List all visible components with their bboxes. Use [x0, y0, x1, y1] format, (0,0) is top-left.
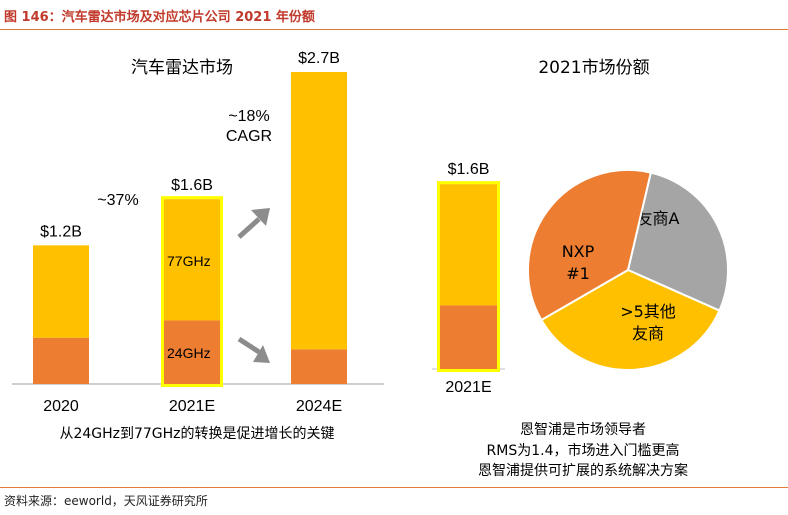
right-total-label: $1.6B [448, 161, 490, 178]
bar-77ghz-2021E [164, 199, 220, 321]
highlight-box-right-2021E [437, 181, 500, 372]
pie-label-2-0: >5其他 [620, 302, 676, 321]
figure-title: 图 146：汽车雷达市场及对应芯片公司 2021 年份额 [4, 10, 315, 25]
pie-label-0-1: #1 [566, 264, 590, 283]
bar-77ghz-2024E [291, 72, 347, 350]
pie-slice-0 [527, 168, 653, 322]
bottom-rule [0, 487, 788, 488]
right-chart-title: 2021市场份额 [538, 58, 649, 78]
x-tick-2021E: 2021E [169, 398, 215, 415]
x-tick-2020: 2020 [43, 398, 79, 415]
note-line-2: RMS为1.4，市场进入门槛更高 [487, 442, 680, 459]
left-chart-title: 汽车雷达市场 [131, 58, 233, 78]
total-label-2021E: $1.6B [171, 177, 213, 194]
note-line-3: 恩智浦提供可扩展的系统解决方案 [478, 462, 688, 479]
bar-24ghz-2021E [164, 320, 220, 384]
bar-right-24ghz-2021E [440, 305, 497, 369]
bar-77ghz-2020 [33, 245, 89, 338]
growth-annotation-18: ~18% [228, 108, 269, 125]
bar-right-77ghz-2021E [440, 184, 497, 306]
growth-annotation-37: ~37% [97, 192, 138, 209]
pie-slice-1 [626, 171, 730, 312]
pie-label-2-1: 友商 [632, 324, 664, 343]
pie-label-0-0: NXP [562, 242, 595, 261]
right-x-tick-2021E: 2021E [445, 379, 491, 396]
total-label-2020: $1.2B [40, 223, 82, 240]
top-rule [0, 29, 788, 30]
segment-label-77ghz: 77GHz [167, 253, 211, 269]
left-chart-caption: 从24GHz到77GHz的转换是促进增长的关键 [59, 425, 334, 442]
bar-24ghz-2024E [291, 349, 347, 384]
x-tick-2024E: 2024E [296, 398, 342, 415]
note-line-1: 恩智浦是市场领导者 [520, 421, 646, 438]
pie-label-1-0: 友商A [637, 209, 680, 228]
growth-annotation-cagr: CAGR [226, 128, 272, 145]
segment-label-24ghz: 24GHz [167, 345, 211, 361]
bar-24ghz-2020 [33, 337, 89, 384]
arrow-up-icon [237, 208, 270, 239]
source-note: 资料来源：eeworld，天风证券研究所 [4, 494, 208, 508]
total-label-2024E: $2.7B [298, 50, 340, 67]
highlight-box-2021E [161, 196, 223, 387]
arrow-down-icon [237, 336, 270, 363]
